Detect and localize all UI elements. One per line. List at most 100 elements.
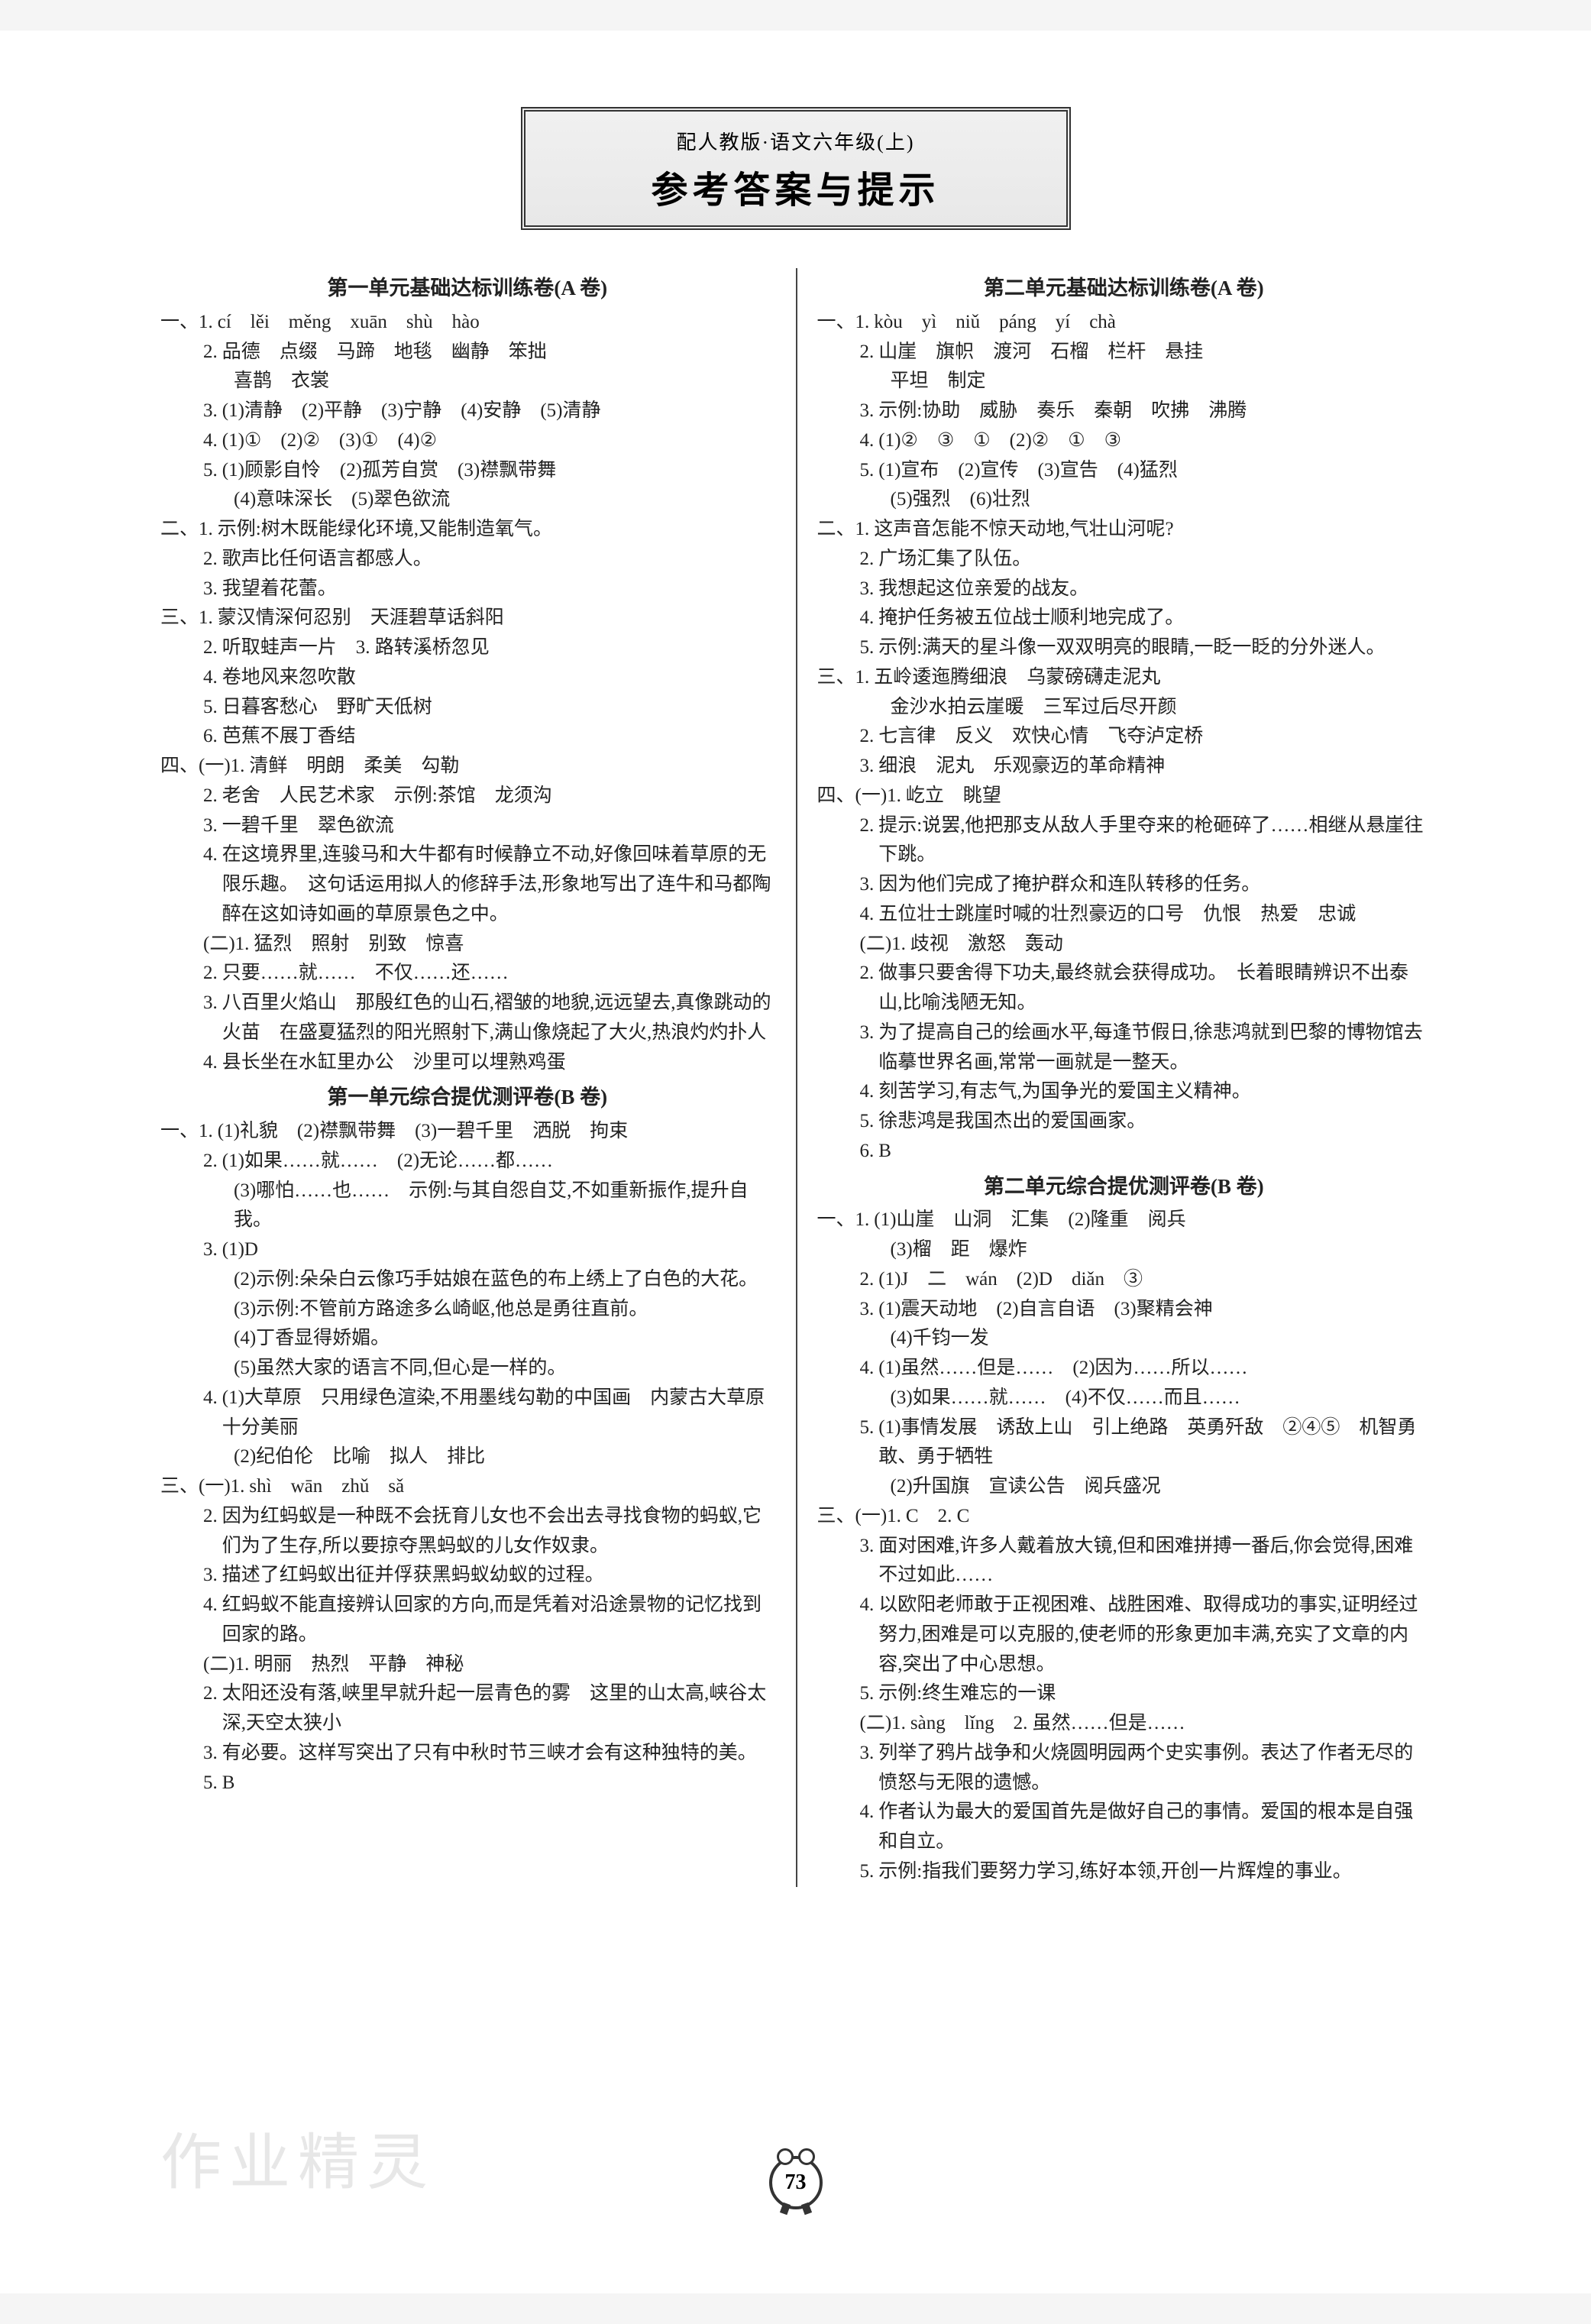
answer-line: 3.示例:协助 威胁 奏乐 秦朝 吹拂 沸腾 — [817, 397, 1431, 426]
answer-line: (2)示例:朵朵白云像巧手姑娘在蓝色的布上绣上了白色的大花。 — [160, 1265, 774, 1295]
answer-line: 2.(1)J 二 wán (2)D diǎn ③ — [817, 1265, 1431, 1295]
section-title: 第二单元基础达标训练卷(A 卷) — [817, 273, 1431, 305]
answer-line: 4.掩护任务被五位战士顺利地完成了。 — [817, 604, 1431, 633]
answer-line: (3)示例:不管前方路途多么崎岖,他总是勇往直前。 — [160, 1295, 774, 1325]
answer-line: 5.(1)顾影自怜 (2)孤芳自赏 (3)襟飘带舞 — [160, 456, 774, 486]
answer-line: 3.有必要。这样写突出了只有中秋时节三峡才会有这种独特的美。 — [160, 1739, 774, 1769]
page-number: 73 — [785, 2170, 807, 2195]
answer-line: 四、(一)1.屹立 眺望 — [817, 782, 1431, 811]
answer-line: (2)升国旗 宣读公告 阅兵盛况 — [817, 1472, 1431, 1502]
answer-line: 平坦 制定 — [817, 367, 1431, 397]
answer-line: 3.(1)震天动地 (2)自言自语 (3)聚精会神 — [817, 1295, 1431, 1325]
answer-line: 3.一碧千里 翠色欲流 — [160, 811, 774, 841]
answer-line: 三、1.五岭逶迤腾细浪 乌蒙磅礴走泥丸 — [817, 663, 1431, 693]
answer-line: 3.我想起这位亲爱的战友。 — [817, 575, 1431, 604]
answer-line: 4.(1)大草原 只用绿色渲染,不用墨线勾勒的中国画 内蒙古大草原十分美丽 — [160, 1384, 774, 1443]
answer-line: 2.歌声比任何语言都感人。 — [160, 545, 774, 575]
column-divider — [796, 268, 797, 1887]
answer-line: 5.(1)事情发展 诱敌上山 引上绝路 英勇歼敌 ②④⑤ 机智勇敢、勇于牺牲 — [817, 1413, 1431, 1473]
answer-line: 4.红蚂蚁不能直接辨认回家的方向,而是凭着对沿途景物的记忆找到回家的路。 — [160, 1591, 774, 1650]
answer-line: 2.听取蛙声一片 3. 路转溪桥忽见 — [160, 633, 774, 663]
answer-line: 4.以欧阳老师敢于正视困难、战胜困难、取得成功的事实,证明经过努力,困难是可以克… — [817, 1591, 1431, 1679]
answer-line: 3.八百里火焰山 那殷红色的山石,褶皱的地貌,远远望去,真像跳动的火苗 在盛夏猛… — [160, 989, 774, 1048]
answer-line: 6.B — [817, 1137, 1431, 1167]
title-box: 配人教版·语文六年级(上) 参考答案与提示 — [521, 107, 1071, 230]
answer-line: (二)1.sàng lǐng 2. 虽然……但是…… — [817, 1709, 1431, 1739]
answer-line: 5.示例:满天的星斗像一双双明亮的眼睛,一眨一眨的分外迷人。 — [817, 633, 1431, 663]
answer-line: 5.示例:指我们要努力学习,练好本领,开创一片辉煌的事业。 — [817, 1857, 1431, 1887]
answer-line: 三、(一)1.shì wān zhǔ sǎ — [160, 1472, 774, 1502]
answer-line: 一、1.(1)礼貌 (2)襟飘带舞 (3)一碧千里 洒脱 拘束 — [160, 1117, 774, 1147]
answer-line: (2)纪伯伦 比喻 拟人 排比 — [160, 1442, 774, 1472]
left-column: 第一单元基础达标训练卷(A 卷) 一、1.cí lěi měng xuān sh… — [153, 268, 796, 1887]
answer-line: 2.做事只要舍得下功夫,最终就会获得成功。 长着眼睛辨识不出泰山,比喻浅陋无知。 — [817, 959, 1431, 1018]
answer-line: (4)丁香显得娇媚。 — [160, 1324, 774, 1354]
answer-line: 3.列举了鸦片战争和火烧圆明园两个史实事例。表达了作者无尽的愤怒与无限的遗憾。 — [817, 1739, 1431, 1798]
answer-line: 4.(1)① (2)② (3)① (4)② — [160, 426, 774, 456]
answer-line: 3.细浪 泥丸 乐观豪迈的革命精神 — [817, 752, 1431, 782]
answer-line: (5)虽然大家的语言不同,但心是一样的。 — [160, 1354, 774, 1384]
document-page: 配人教版·语文六年级(上) 参考答案与提示 第一单元基础达标训练卷(A 卷) 一… — [0, 31, 1591, 2293]
answer-line: 2.太阳还没有落,峡里早就升起一层青色的雾 这里的山太高,峡谷太深,天空太狭小 — [160, 1679, 774, 1739]
answer-line: 5.B — [160, 1769, 774, 1798]
answer-line: 二、1.示例:树木既能绿化环境,又能制造氧气。 — [160, 515, 774, 545]
answer-line: 5.示例:终生难忘的一课 — [817, 1679, 1431, 1709]
answer-line: 2.广场汇集了队伍。 — [817, 545, 1431, 575]
answer-line: 3.面对困难,许多人戴着放大镜,但和困难拼搏一番后,你会觉得,困难不过如此…… — [817, 1532, 1431, 1591]
answer-line: (4)千钧一发 — [817, 1324, 1431, 1354]
answer-line: 5.日暮客愁心 野旷天低树 — [160, 693, 774, 723]
subtitle: 配人教版·语文六年级(上) — [548, 127, 1043, 155]
answer-line: 2.品德 点缀 马蹄 地毯 幽静 笨拙 — [160, 338, 774, 367]
answer-line: 4.刻苦学习,有志气,为国争光的爱国主义精神。 — [817, 1077, 1431, 1107]
section-title: 第一单元基础达标训练卷(A 卷) — [160, 273, 774, 305]
content-columns: 第一单元基础达标训练卷(A 卷) 一、1.cí lěi měng xuān sh… — [153, 268, 1438, 1887]
answer-line: 3.因为他们完成了掩护群众和连队转移的任务。 — [817, 870, 1431, 900]
answer-line: 3.描述了红蚂蚁出征并俘获黑蚂蚁幼蚁的过程。 — [160, 1561, 774, 1591]
answer-line: 3.为了提高自己的绘画水平,每逢节假日,徐悲鸿就到巴黎的博物馆去临摹世界名画,常… — [817, 1018, 1431, 1078]
section-title: 第二单元综合提优测评卷(B 卷) — [817, 1171, 1431, 1203]
answer-line: 一、1.(1)山崖 山洞 汇集 (2)隆重 阅兵 — [817, 1206, 1431, 1235]
right-column: 第二单元基础达标训练卷(A 卷) 一、1.kòu yì niǔ páng yí … — [796, 268, 1439, 1887]
answer-line: (二)1.歧视 激怒 轰动 — [817, 930, 1431, 960]
answer-line: 3.(1)清静 (2)平静 (3)宁静 (4)安静 (5)清静 — [160, 397, 774, 426]
answer-line: 二、1.这声音怎能不惊天动地,气壮山河呢? — [817, 515, 1431, 545]
answer-line: 金沙水拍云崖暖 三军过后尽开颜 — [817, 693, 1431, 723]
answer-line: 3.我望着花蕾。 — [160, 575, 774, 604]
answer-line: 4.五位壮士跳崖时喊的壮烈豪迈的口号 仇恨 热爱 忠诚 — [817, 900, 1431, 930]
answer-line: 2.山崖 旗帜 渡河 石榴 栏杆 悬挂 — [817, 338, 1431, 367]
answer-line: 2.七言律 反义 欢快心情 飞夺泸定桥 — [817, 722, 1431, 752]
answer-line: 2.因为红蚂蚁是一种既不会抚育儿女也不会出去寻找食物的蚂蚁,它们为了生存,所以要… — [160, 1502, 774, 1562]
answer-line: 5.(1)宣布 (2)宣传 (3)宣告 (4)猛烈 — [817, 456, 1431, 486]
answer-line: 4.(1)虽然……但是…… (2)因为……所以…… — [817, 1354, 1431, 1384]
answer-line: 2.提示:说罢,他把那支从敌人手里夺来的枪砸碎了……相继从悬崖往下跳。 — [817, 811, 1431, 871]
answer-line: 喜鹊 衣裳 — [160, 367, 774, 397]
answer-line: 四、(一)1.清鲜 明朗 柔美 勾勒 — [160, 752, 774, 782]
answer-line: 4.(1)② ③ ① (2)② ① ③ — [817, 426, 1431, 456]
answer-line: 一、1.cí lěi měng xuān shù hào — [160, 308, 774, 338]
answer-line: (3)榴 距 爆炸 — [817, 1235, 1431, 1265]
answer-line: 一、1.kòu yì niǔ páng yí chà — [817, 308, 1431, 338]
answer-line: (3)哪怕……也…… 示例:与其自怨自艾,不如重新振作,提升自我。 — [160, 1177, 774, 1236]
answer-line: 三、(一)1.C 2. C — [817, 1502, 1431, 1532]
answer-line: (二)1.猛烈 照射 别致 惊喜 — [160, 930, 774, 960]
watermark: 作业精灵 — [160, 2113, 435, 2202]
answer-line: 3.(1)D — [160, 1235, 774, 1265]
answer-line: (4)意味深长 (5)翠色欲流 — [160, 485, 774, 515]
page-footer: 73 — [769, 2156, 823, 2209]
clock-icon: 73 — [769, 2156, 823, 2209]
answer-line: 5.徐悲鸿是我国杰出的爱国画家。 — [817, 1107, 1431, 1137]
answer-line: 2.(1)如果……就…… (2)无论……都…… — [160, 1147, 774, 1177]
answer-line: (3)如果……就…… (4)不仅……而且…… — [817, 1384, 1431, 1413]
answer-line: (5)强烈 (6)壮烈 — [817, 485, 1431, 515]
answer-line: 三、1.蒙汉情深何忍别 天涯碧草话斜阳 — [160, 604, 774, 633]
answer-line: 2.老舍 人民艺术家 示例:茶馆 龙须沟 — [160, 782, 774, 811]
answer-line: 4.在这境界里,连骏马和大牛都有时候静立不动,好像回味着草原的无限乐趣。 这句话… — [160, 840, 774, 929]
answer-line: 4.县长坐在水缸里办公 沙里可以埋熟鸡蛋 — [160, 1048, 774, 1078]
answer-line: 2.只要……就…… 不仅……还…… — [160, 959, 774, 989]
answer-line: (二)1.明丽 热烈 平静 神秘 — [160, 1650, 774, 1680]
section-title: 第一单元综合提优测评卷(B 卷) — [160, 1082, 774, 1114]
answer-line: 4.作者认为最大的爱国首先是做好自己的事情。爱国的根本是自强和自立。 — [817, 1798, 1431, 1857]
answer-line: 4.卷地风来忽吹散 — [160, 663, 774, 693]
answer-line: 6.芭蕉不展丁香结 — [160, 722, 774, 752]
main-title: 参考答案与提示 — [548, 160, 1043, 213]
